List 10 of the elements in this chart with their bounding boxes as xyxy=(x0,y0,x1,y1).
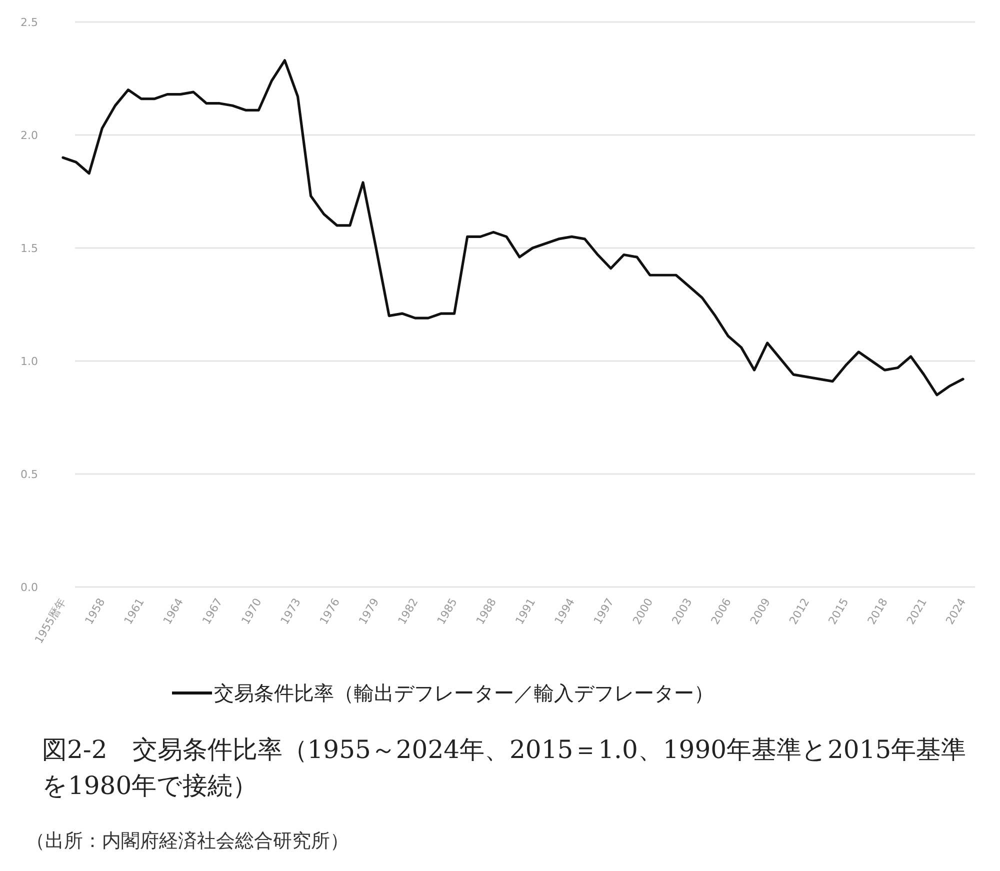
y-tick-label: 2.0 xyxy=(20,129,38,142)
y-tick-label: 0.5 xyxy=(20,468,38,481)
text: 図2-2 交易条件比率（1955～2024年、2015＝1.0、1990年基準と2015年基準を1980年で接続） xyxy=(42,734,968,802)
line-series xyxy=(62,59,964,396)
y-tick-label: 1.5 xyxy=(20,242,38,255)
y-tick-label: 0.0 xyxy=(20,581,38,594)
legend-label: 交易条件比率（輸出デフレーター／輸入デフレーター） xyxy=(214,681,714,705)
y-tick-label: 2.5 xyxy=(20,16,38,29)
text: （出所：内閣府経済社会総合研究所） xyxy=(26,829,349,854)
y-tick-label: 1.0 xyxy=(20,355,38,368)
